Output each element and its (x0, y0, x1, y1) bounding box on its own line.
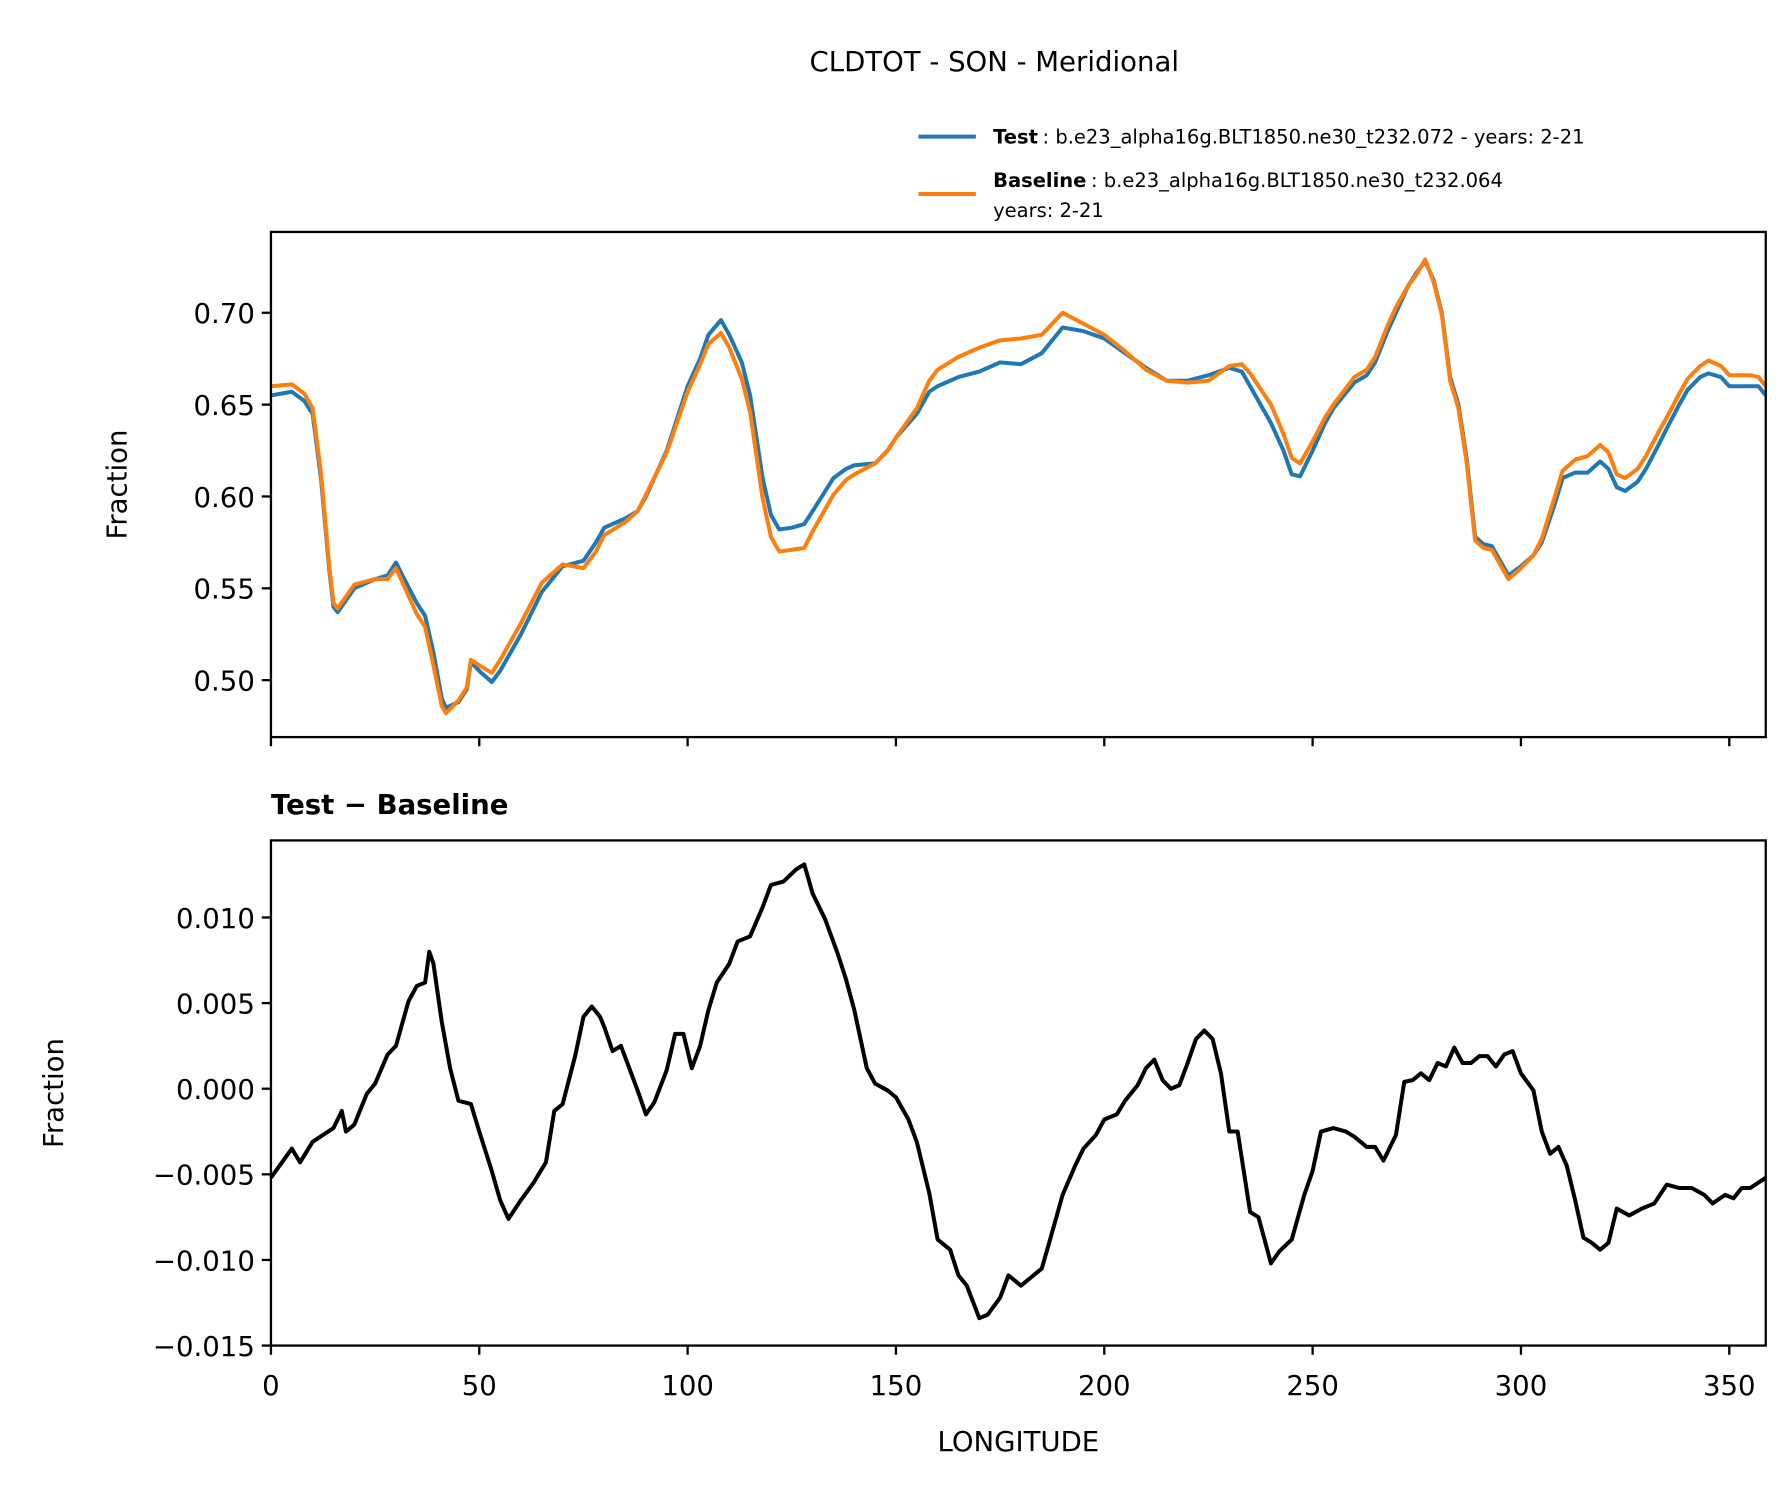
y-tick-label: 0.010 (176, 903, 255, 935)
data-line (270, 257, 1768, 716)
legend-entry: Test: b.e23_alpha16g.BLT1850.ne30_t232.0… (993, 126, 1584, 149)
legend-entry: Baseline: b.e23_alpha16g.BLT1850.ne30_t2… (993, 169, 1503, 192)
legend-name: Test (993, 126, 1038, 149)
y-tick-label: −0.010 (153, 1245, 255, 1277)
x-tick-label: 350 (1703, 1370, 1756, 1402)
x-axis-label: LONGITUDE (937, 1426, 1099, 1458)
y-tick-label: 0.55 (194, 574, 255, 606)
y-tick-label: −0.015 (153, 1331, 255, 1363)
y-tick-label: −0.005 (153, 1160, 255, 1192)
chart-title: CLDTOT - SON - Meridional (809, 46, 1179, 78)
x-tick-label: 200 (1078, 1370, 1131, 1402)
x-tick-label: 250 (1286, 1370, 1339, 1402)
x-tick-label: 100 (661, 1370, 714, 1402)
data-line (269, 862, 1767, 1321)
y-axis-label: Fraction (101, 430, 133, 540)
y-tick-label: 0.65 (194, 390, 255, 422)
y-tick-label: 0.000 (176, 1074, 255, 1106)
x-tick-label: 300 (1495, 1370, 1548, 1402)
axes-frame (269, 839, 1767, 1347)
y-tick-label: 0.005 (176, 988, 255, 1020)
legend-description: : b.e23_alpha16g.BLT1850.ne30_t232.072 -… (1043, 126, 1585, 149)
x-tick-label: 0 (262, 1370, 280, 1402)
legend-name: Baseline (993, 169, 1086, 192)
y-axis-label: Fraction (38, 1038, 70, 1148)
y-tick-label: 0.70 (194, 298, 255, 330)
panel-title: Test − Baseline (271, 789, 508, 821)
data-line (270, 259, 1768, 710)
y-tick-label: 0.60 (194, 482, 255, 514)
axes-frame (269, 230, 1767, 739)
x-tick-label: 50 (462, 1370, 497, 1402)
legend-description: years: 2-21 (993, 199, 1104, 222)
x-tick-label: 150 (870, 1370, 923, 1402)
legend-description: : b.e23_alpha16g.BLT1850.ne30_t232.064 (1091, 169, 1503, 192)
y-tick-label: 0.50 (194, 665, 255, 697)
